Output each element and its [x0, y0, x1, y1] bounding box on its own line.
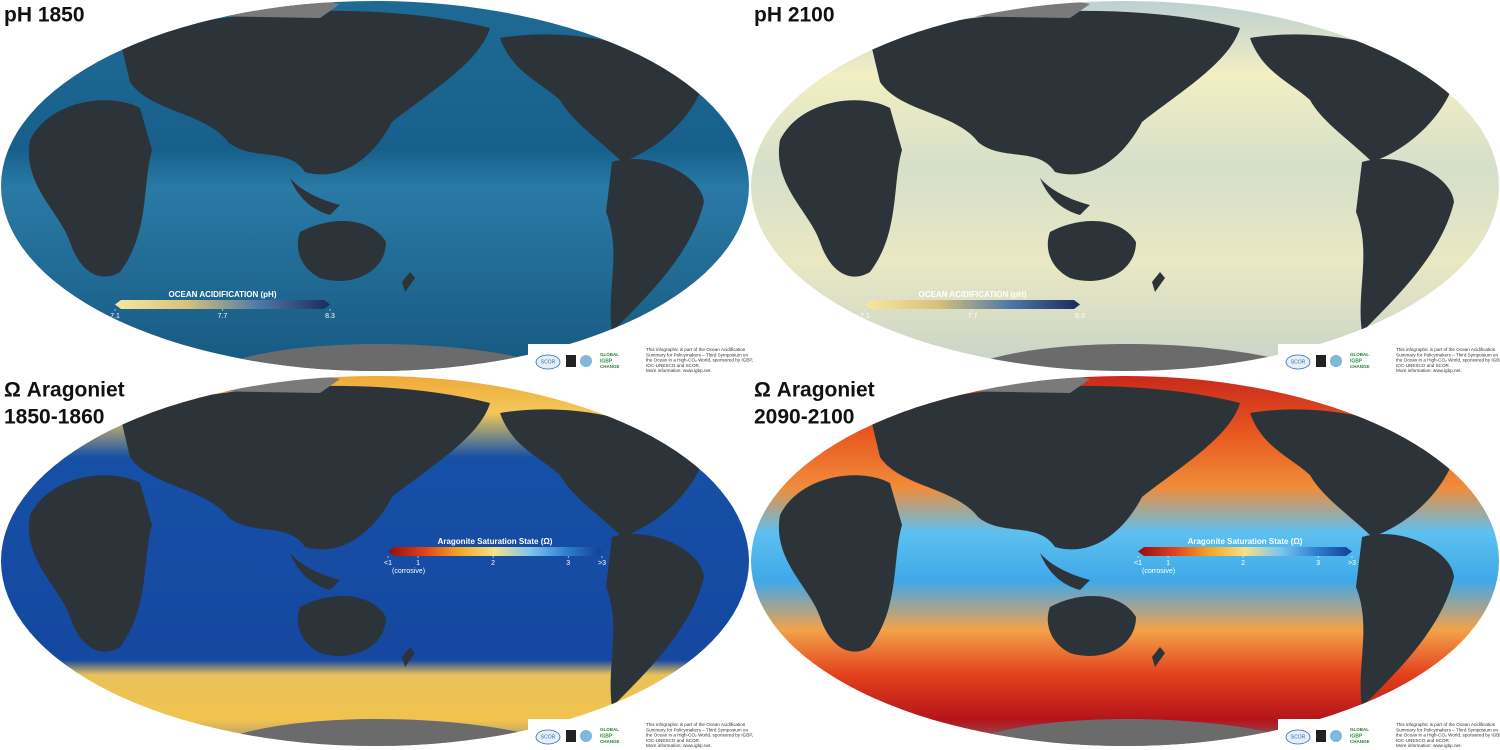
colorbar-tick-label: <1 — [384, 560, 392, 567]
credit-text: the Ocean in a High-CO₂ World, sponsored… — [646, 733, 753, 738]
logo-text: SCOR — [541, 359, 556, 365]
logo-text: GLOBAL — [600, 727, 619, 732]
logo — [566, 355, 576, 367]
footer-background — [1278, 344, 1500, 375]
colorbar-title: Aragonite Saturation State (Ω) — [438, 537, 553, 546]
logo-text: CHANGE — [600, 364, 620, 369]
logo-text: SCOR — [541, 734, 556, 740]
footer-background — [528, 719, 750, 750]
panel-title: Ω Aragoniet — [754, 379, 875, 402]
logo — [1316, 730, 1326, 742]
logo-text: IGBP — [600, 733, 613, 739]
credit-text: Summary for Policymakers – Third Symposi… — [646, 727, 748, 732]
colorbar-tick-label: >3 — [598, 560, 606, 567]
colorbar-tick-label: 7.1 — [860, 313, 870, 320]
map-panel: pH 2100 OCEAN ACIDIFICATION (pH) 7.1 7.7 8.3… — [751, 1, 1500, 375]
colorbar-tick-label: 7.7 — [968, 313, 978, 320]
logo — [580, 730, 592, 742]
credit-text: This infographic is part of the Ocean Ac… — [1396, 347, 1496, 352]
colorbar-tick-label: 2 — [491, 560, 495, 567]
credit-text: IOC-UNESCO and SCOR. — [646, 363, 700, 368]
credit-text: More information: www.igbp.net. — [1396, 743, 1462, 748]
credit-text: Summary for Policymakers – Third Symposi… — [646, 352, 748, 357]
credit-text: More information: www.igbp.net. — [646, 368, 712, 373]
colorbar-tick-label: 1 — [416, 560, 420, 567]
map-panel: Ω Aragoniet 1850-1860 Aragonite Saturation… — [1, 376, 753, 750]
logo — [1330, 355, 1342, 367]
panel-title: Ω Aragoniet — [4, 379, 125, 402]
credit-text: This infographic is part of the Ocean Ac… — [646, 722, 746, 727]
colorbar-title: OCEAN ACIDIFICATION (pH) — [919, 290, 1027, 299]
credit-text: IOC-UNESCO and SCOR. — [646, 738, 700, 743]
logo — [1316, 355, 1326, 367]
credit-text: the Ocean in a High-CO₂ World, sponsored… — [1396, 358, 1500, 363]
logo — [535, 354, 561, 370]
colorbar — [388, 547, 602, 556]
map-panel: Ω Aragoniet 2090-2100 Aragonite Saturation… — [751, 376, 1500, 750]
logo-text: IGBP — [1350, 733, 1363, 739]
logo-text: CHANGE — [1350, 739, 1370, 744]
credit-text: Summary for Policymakers – Third Symposi… — [1396, 727, 1498, 732]
colorbar-note: (corrosive) — [392, 568, 425, 575]
colorbar-tick-label: 3 — [1316, 560, 1320, 567]
credit-text: This infographic is part of the Ocean Ac… — [646, 347, 746, 352]
credit-text: Summary for Policymakers – Third Symposi… — [1396, 352, 1498, 357]
panel-title: 2090-2100 — [754, 406, 854, 429]
logo — [566, 730, 576, 742]
map-panel: pH 1850 OCEAN ACIDIFICATION (pH) 7.1 7.7 8.3… — [1, 1, 753, 375]
colorbar — [1138, 547, 1352, 556]
footer-background — [528, 344, 750, 375]
colorbar-tick-label: 7.7 — [218, 313, 228, 320]
logo-text: CHANGE — [600, 739, 620, 744]
logo — [535, 729, 561, 745]
logo — [580, 355, 592, 367]
logo — [1285, 354, 1311, 370]
logo-text: IGBP — [1350, 358, 1363, 364]
logo — [1330, 730, 1342, 742]
footer-background — [1278, 719, 1500, 750]
logo-text: CHANGE — [1350, 364, 1370, 369]
logo-text: SCOR — [1291, 359, 1306, 365]
logo — [1285, 729, 1311, 745]
logo-text: IGBP — [600, 358, 613, 364]
colorbar-tick-label: <1 — [1134, 560, 1142, 567]
credit-text: More information: www.igbp.net. — [1396, 368, 1462, 373]
colorbar-tick-label: 7.1 — [110, 313, 120, 320]
colorbar — [115, 300, 330, 309]
colorbar-title: Aragonite Saturation State (Ω) — [1188, 537, 1303, 546]
colorbar-title: OCEAN ACIDIFICATION (pH) — [169, 290, 277, 299]
colorbar-tick-label: 8.3 — [325, 313, 335, 320]
credit-text: More information: www.igbp.net. — [646, 743, 712, 748]
panel-title: pH 1850 — [4, 4, 85, 27]
colorbar-tick-label: >3 — [1348, 560, 1356, 567]
credit-text: the Ocean in a High-CO₂ World, sponsored… — [1396, 733, 1500, 738]
logo-text: GLOBAL — [600, 352, 619, 357]
logo-text: SCOR — [1291, 734, 1306, 740]
credit-text: the Ocean in a High-CO₂ World, sponsored… — [646, 358, 753, 363]
logo-text: GLOBAL — [1350, 352, 1369, 357]
colorbar-tick-label: 2 — [1241, 560, 1245, 567]
colorbar-tick-label: 3 — [566, 560, 570, 567]
logo-text: GLOBAL — [1350, 727, 1369, 732]
credit-text: IOC-UNESCO and SCOR. — [1396, 738, 1450, 743]
colorbar — [865, 300, 1080, 309]
colorbar-tick-label: 1 — [1166, 560, 1170, 567]
colorbar-tick-label: 8.3 — [1075, 313, 1085, 320]
credit-text: IOC-UNESCO and SCOR. — [1396, 363, 1450, 368]
colorbar-note: (corrosive) — [1142, 568, 1175, 575]
panel-title: 1850-1860 — [4, 406, 104, 429]
panel-title: pH 2100 — [754, 4, 835, 27]
credit-text: This infographic is part of the Ocean Ac… — [1396, 722, 1496, 727]
